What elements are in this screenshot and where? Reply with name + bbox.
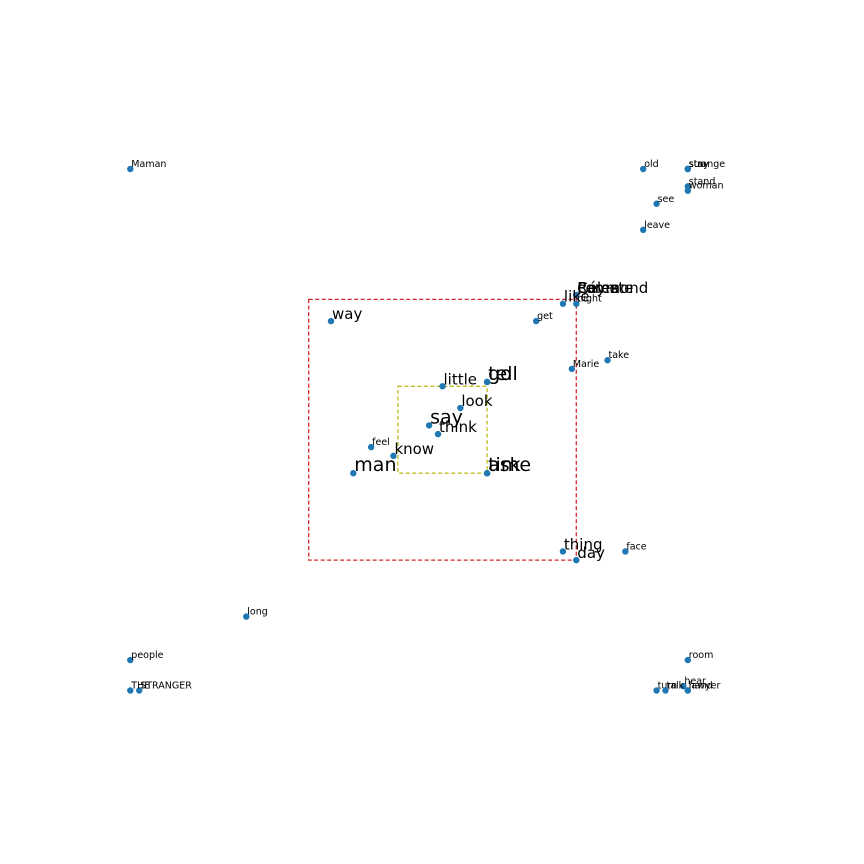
point-label: come xyxy=(577,279,618,297)
point-label: look xyxy=(461,392,493,410)
point-label: tell xyxy=(488,363,518,385)
data-point xyxy=(559,548,567,555)
point-label: turn xyxy=(658,681,678,692)
data-point xyxy=(684,187,691,194)
point-label: man xyxy=(354,454,396,476)
data-point xyxy=(573,291,580,299)
data-point xyxy=(559,300,567,307)
point-label: way xyxy=(332,305,362,323)
point-label: night xyxy=(577,294,602,305)
point-label: STRANGER xyxy=(140,681,192,692)
point-label: strange xyxy=(689,159,725,170)
data-point xyxy=(350,470,357,477)
point-label: people xyxy=(131,650,163,661)
data-point xyxy=(243,613,250,620)
data-point xyxy=(622,548,629,555)
data-point xyxy=(367,443,375,451)
point-label: face xyxy=(626,541,646,552)
data-point xyxy=(327,317,335,325)
data-point xyxy=(425,422,433,429)
point-label: get xyxy=(537,311,553,322)
data-point xyxy=(680,682,687,690)
data-point xyxy=(457,404,464,412)
data-point xyxy=(684,656,691,664)
point-label: hear xyxy=(684,676,706,687)
point-label: lawyer xyxy=(689,681,721,692)
inner-box xyxy=(397,385,488,474)
point-label: THE xyxy=(130,681,150,692)
point-label: thing xyxy=(564,535,603,553)
point-label: Céleste xyxy=(577,279,633,297)
data-point xyxy=(483,470,491,477)
point-label: woman xyxy=(689,181,724,192)
data-point xyxy=(573,300,580,307)
point-label: time xyxy=(488,454,531,476)
data-point xyxy=(532,317,540,325)
point-label: leave xyxy=(644,220,670,231)
data-point xyxy=(127,687,134,694)
data-point xyxy=(573,556,580,564)
point-label: stand xyxy=(689,176,716,187)
data-point xyxy=(684,165,691,173)
point-label: see xyxy=(658,194,675,205)
data-point xyxy=(653,200,660,207)
data-point xyxy=(640,226,647,234)
point-label: think xyxy=(439,418,477,436)
data-point xyxy=(604,357,611,364)
point-label: like xyxy=(564,288,590,306)
point-label: say xyxy=(430,406,463,428)
data-point xyxy=(653,687,660,694)
point-label: go xyxy=(488,363,512,385)
point-label: feel xyxy=(372,437,390,448)
data-point xyxy=(127,165,134,173)
data-point xyxy=(434,430,442,438)
point-label: sun xyxy=(689,159,706,170)
point-label: old xyxy=(644,159,658,170)
outer-box xyxy=(308,298,577,561)
point-label: know xyxy=(394,440,434,458)
data-point xyxy=(640,165,647,173)
data-point xyxy=(136,687,143,694)
point-label: Perez xyxy=(577,279,618,297)
point-label: little xyxy=(444,370,478,388)
data-point xyxy=(568,365,576,373)
data-point xyxy=(483,378,491,386)
point-label: Marie xyxy=(573,359,600,370)
point-label: ask xyxy=(488,454,521,476)
data-point xyxy=(127,656,134,664)
data-point xyxy=(662,687,669,694)
data-point xyxy=(439,383,446,390)
point-label: long xyxy=(247,607,268,618)
point-label: Raymond xyxy=(577,279,648,297)
point-label: room xyxy=(689,650,714,661)
point-label: hand xyxy=(689,681,713,692)
point-label: Maman xyxy=(131,159,166,170)
data-point xyxy=(684,687,691,694)
data-point xyxy=(390,452,397,460)
point-label: stay xyxy=(689,159,709,170)
point-label: day xyxy=(577,544,605,562)
point-label: take xyxy=(609,350,630,361)
point-label: talk xyxy=(667,681,685,692)
